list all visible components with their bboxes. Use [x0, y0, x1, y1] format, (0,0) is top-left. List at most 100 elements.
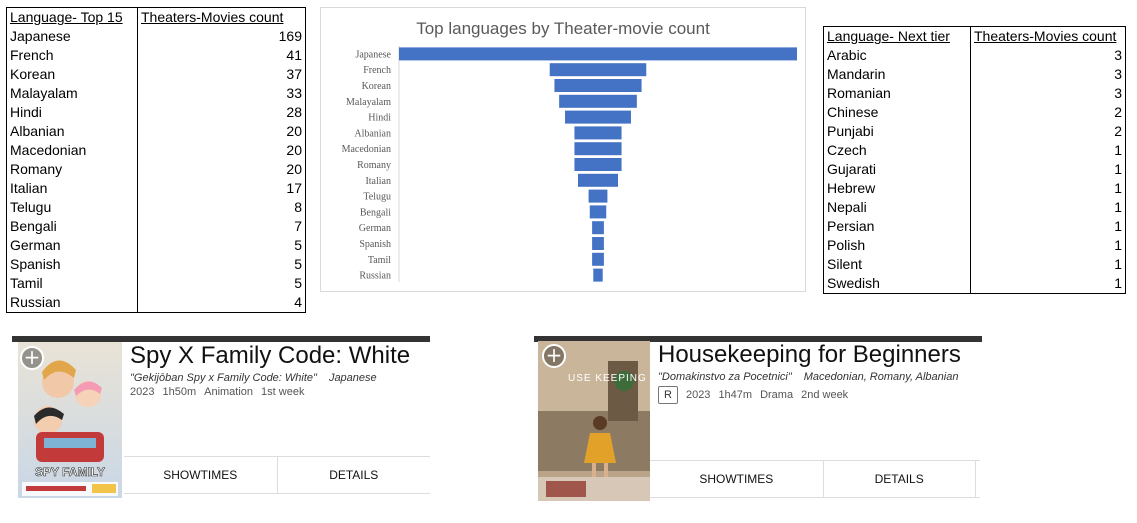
bar-telugu — [588, 189, 608, 203]
bar-spanish — [592, 237, 604, 250]
table-row: Chinese 2 — [823, 103, 1126, 122]
category-label: Italian — [365, 176, 391, 187]
header-count: Theaters-Movies count — [974, 28, 1117, 44]
count-cell: 1 — [1114, 218, 1122, 234]
movie-week: 2nd week — [801, 389, 849, 401]
movie-title[interactable]: Housekeeping for Beginners — [658, 341, 961, 368]
card-action-bar: SHOWTIMES DETAILS — [650, 460, 980, 498]
category-label: Tamil — [368, 255, 391, 266]
table-row: Punjabi 2 — [823, 122, 1126, 141]
original-title: "Domakinstvo za Pocetnici" — [658, 371, 792, 383]
category-label: Macedonian — [342, 144, 391, 155]
header-language: Language- Top 15 — [6, 7, 138, 27]
language-cell: Silent — [823, 255, 971, 274]
showtimes-button[interactable]: SHOWTIMES — [699, 472, 774, 486]
count-cell: 1 — [1114, 180, 1122, 196]
movie-year: 2023 — [130, 386, 155, 398]
movie-original-title-line: "Domakinstvo za Pocetnici" Macedonian, Ro… — [658, 371, 958, 383]
header-count: Theaters-Movies count — [141, 9, 284, 25]
card-top-border — [12, 336, 430, 342]
table-row: Persian 1 — [823, 217, 1126, 236]
details-button[interactable]: DETAILS — [276, 457, 431, 493]
table-row: Romanian 3 — [823, 84, 1126, 103]
category-label: Romany — [357, 160, 391, 171]
bar-german — [592, 221, 604, 235]
movie-meta: 2023 1h50m Animation 1st week — [130, 386, 312, 398]
language-cell: Romany — [6, 160, 138, 179]
table-row: Swedish 1 — [823, 274, 1126, 294]
showtimes-button[interactable]: SHOWTIMES — [163, 468, 238, 482]
language-cell: Polish — [823, 236, 971, 255]
bar-malayalam — [559, 94, 637, 108]
card-action-bar: SHOWTIMES DETAILS — [124, 456, 430, 494]
table-row: Romany 20 — [6, 160, 306, 179]
language-cell: Russian — [6, 293, 138, 313]
language-cell: Telugu — [6, 198, 138, 217]
action-bar-overflow — [974, 461, 980, 497]
table-row: Hebrew 1 — [823, 179, 1126, 198]
count-cell: 28 — [286, 104, 302, 120]
card-top-border — [534, 336, 982, 342]
count-cell: 37 — [286, 66, 302, 82]
movie-card: SPY FAMILY + Spy X Family Code: White "G… — [12, 336, 430, 506]
count-cell: 8 — [294, 199, 302, 215]
table-row: German 5 — [6, 236, 306, 255]
count-cell: 3 — [1114, 85, 1122, 101]
chart-svg: Top languages by Theater-movie count Jap… — [342, 19, 797, 282]
language-cell: German — [6, 236, 138, 255]
table-row: Tamil 5 — [6, 274, 306, 293]
language-cell: Hindi — [6, 103, 138, 122]
next-tier-language-table: Language- Next tier Theaters-Movies coun… — [823, 26, 1126, 294]
table-row: French 41 — [6, 46, 306, 65]
language-cell: Bengali — [6, 217, 138, 236]
category-label: Bengali — [360, 207, 391, 218]
details-button[interactable]: DETAILS — [822, 461, 975, 497]
count-cell: 169 — [278, 28, 302, 44]
language-cell: Gujarati — [823, 160, 971, 179]
table-row: Czech 1 — [823, 141, 1126, 160]
count-cell: 33 — [286, 85, 302, 101]
language-cell: Tamil — [6, 274, 138, 293]
movie-poster[interactable]: SPY FAMILY + — [18, 342, 122, 498]
add-to-list-icon[interactable]: + — [542, 344, 566, 368]
table-row: Bengali 7 — [6, 217, 306, 236]
bar-bengali — [589, 205, 607, 219]
bar-hindi — [565, 110, 631, 124]
language-cell: Albanian — [6, 122, 138, 141]
count-cell: 2 — [1114, 123, 1122, 139]
movie-title[interactable]: Spy X Family Code: White — [130, 342, 411, 369]
language-funnel-chart: Top languages by Theater-movie count Jap… — [320, 7, 806, 292]
table-header-row: Language- Top 15 Theaters-Movies count — [6, 7, 306, 27]
language-cell: Chinese — [823, 103, 971, 122]
count-cell: 17 — [286, 180, 302, 196]
movie-meta: R 2023 1h47m Drama 2nd week — [658, 386, 856, 404]
language-cell: French — [6, 46, 138, 65]
count-cell: 3 — [1114, 66, 1122, 82]
movie-original-title-line: "Gekijōban Spy x Family Code: White" Japa… — [130, 372, 377, 384]
poster-title-art: USE KEEPING for BEGINNERS — [568, 373, 650, 384]
movie-runtime: 1h47m — [718, 389, 753, 401]
table-row: Gujarati 1 — [823, 160, 1126, 179]
language-cell: Spanish — [6, 255, 138, 274]
movie-poster[interactable]: USE KEEPING for BEGINNERS + — [538, 341, 650, 501]
header-language: Language- Next tier — [823, 26, 971, 46]
bar-albanian — [574, 126, 622, 140]
count-cell: 3 — [1114, 47, 1122, 63]
count-cell: 1 — [1114, 199, 1122, 215]
table-row: Korean 37 — [6, 65, 306, 84]
bar-russian — [593, 268, 603, 282]
count-cell: 4 — [294, 294, 302, 310]
bar-romany — [574, 158, 622, 171]
category-label: Malayalam — [346, 97, 391, 108]
language-cell: Mandarin — [823, 65, 971, 84]
add-to-list-icon[interactable]: + — [20, 346, 44, 370]
language-cell: Korean — [6, 65, 138, 84]
count-cell: 1 — [1114, 256, 1122, 272]
count-cell: 20 — [286, 142, 302, 158]
original-title: "Gekijōban Spy x Family Code: White" — [130, 372, 317, 384]
count-cell: 5 — [294, 275, 302, 291]
table-row: Malayalam 33 — [6, 84, 306, 103]
table-row: Hindi 28 — [6, 103, 306, 122]
category-label: Russian — [359, 271, 391, 282]
category-label: Albanian — [354, 128, 391, 139]
